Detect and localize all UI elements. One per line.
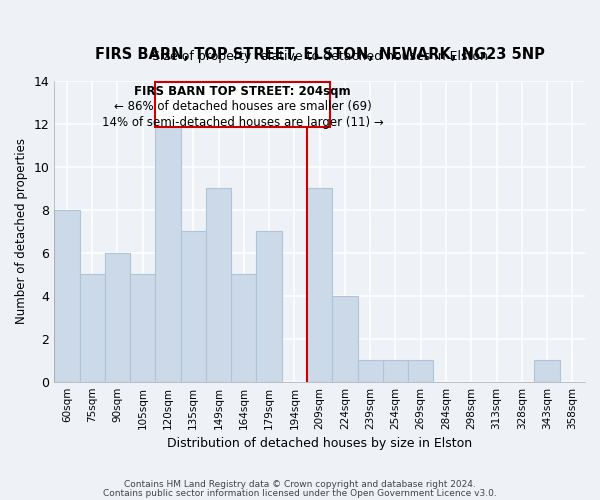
Bar: [155, 82, 330, 128]
Text: Contains public sector information licensed under the Open Government Licence v3: Contains public sector information licen…: [103, 489, 497, 498]
Bar: [408, 360, 433, 382]
Bar: [535, 360, 560, 382]
Title: FIRS BARN, TOP STREET, ELSTON, NEWARK, NG23 5NP: FIRS BARN, TOP STREET, ELSTON, NEWARK, N…: [95, 47, 545, 62]
Bar: [155, 124, 181, 382]
Text: Size of property relative to detached houses in Elston: Size of property relative to detached ho…: [152, 50, 488, 63]
Bar: [256, 232, 282, 382]
Text: FIRS BARN TOP STREET: 204sqm: FIRS BARN TOP STREET: 204sqm: [134, 86, 351, 98]
Bar: [383, 360, 408, 382]
Bar: [358, 360, 383, 382]
X-axis label: Distribution of detached houses by size in Elston: Distribution of detached houses by size …: [167, 437, 472, 450]
Bar: [307, 188, 332, 382]
Bar: [105, 253, 130, 382]
Bar: [130, 274, 155, 382]
Y-axis label: Number of detached properties: Number of detached properties: [15, 138, 28, 324]
Text: Contains HM Land Registry data © Crown copyright and database right 2024.: Contains HM Land Registry data © Crown c…: [124, 480, 476, 489]
Bar: [54, 210, 80, 382]
Bar: [206, 188, 231, 382]
Bar: [181, 232, 206, 382]
Bar: [80, 274, 105, 382]
Bar: [231, 274, 256, 382]
Text: ← 86% of detached houses are smaller (69): ← 86% of detached houses are smaller (69…: [113, 100, 371, 114]
Bar: [332, 296, 358, 382]
Text: 14% of semi-detached houses are larger (11) →: 14% of semi-detached houses are larger (…: [101, 116, 383, 130]
